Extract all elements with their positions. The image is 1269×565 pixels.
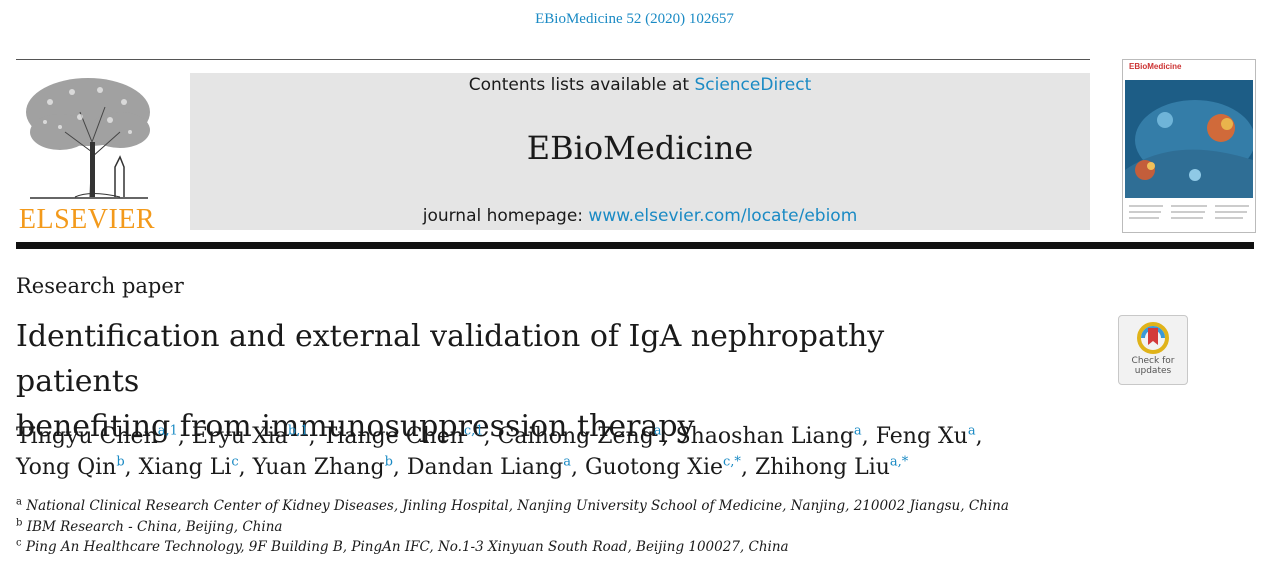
author-separator: , <box>177 424 192 449</box>
title-line-2: benefiting from immunosuppression therap… <box>16 409 695 444</box>
author-name[interactable]: Tingyu Chen <box>16 424 158 449</box>
journal-name: EBioMedicine <box>526 129 754 167</box>
author-name[interactable]: Feng Xu <box>875 424 968 449</box>
sciencedirect-link[interactable]: ScienceDirect <box>694 75 812 95</box>
author-name[interactable]: Caihong Zeng <box>497 424 654 449</box>
affiliation-key: a <box>16 496 22 508</box>
authors-line-2: Yong Qinb, Xiang Lic, Yuan Zhangb, Danda… <box>16 452 1116 483</box>
title-line-1: Identification and external validation o… <box>16 319 885 399</box>
author-name[interactable]: Yuan Zhang <box>252 455 385 480</box>
author-name[interactable]: Eryu Xia <box>191 424 288 449</box>
cover-image <box>1125 80 1253 198</box>
author-name[interactable]: Xiang Li <box>138 455 232 480</box>
check-updates-label: Check for updates <box>1119 356 1187 376</box>
author-affiliation-marker[interactable]: c,1 <box>463 423 484 439</box>
author-separator: , <box>238 455 253 480</box>
author-separator: , <box>661 424 676 449</box>
article-type: Research paper <box>16 274 184 298</box>
affiliation-key: b <box>16 517 23 528</box>
journal-homepage-link[interactable]: www.elsevier.com/locate/ebiom <box>588 206 858 226</box>
author-name[interactable]: Shaoshan Liang <box>675 424 854 449</box>
journal-citation[interactable]: EBioMedicine 52 (2020) 102657 <box>535 11 734 27</box>
author-affiliation-marker[interactable]: b <box>384 454 393 470</box>
author-affiliation-marker[interactable]: b,1 <box>287 423 309 439</box>
author-affiliation-marker[interactable]: a <box>967 423 976 439</box>
affiliation-text: Ping An Healthcare Technology, 9F Buildi… <box>21 539 789 555</box>
cover-title: EBioMedicine <box>1129 62 1182 71</box>
author-affiliation-marker[interactable]: a <box>653 423 662 439</box>
author-separator: , <box>392 455 407 480</box>
check-for-updates-button[interactable]: Check for updates <box>1118 315 1188 385</box>
journal-banner: Contents lists available at ScienceDirec… <box>190 73 1090 230</box>
author-name[interactable]: Yong Qin <box>16 455 117 480</box>
author-affiliation-marker[interactable]: c,* <box>723 454 741 470</box>
section-divider <box>16 242 1254 249</box>
affiliation-text: IBM Research - China, Beijing, China <box>22 518 283 535</box>
journal-cover[interactable]: EBioMedicine <box>1122 59 1256 233</box>
homepage-prefix: journal homepage: <box>422 206 589 226</box>
author-separator: , <box>975 424 983 449</box>
elsevier-logo[interactable]: ELSEVIER <box>16 72 158 235</box>
publisher-name: ELSEVIER <box>18 204 156 235</box>
check-updates-line2: updates <box>1134 366 1172 376</box>
affiliation-text: National Clinical Research Center of Kid… <box>21 498 1009 514</box>
check-updates-line1: Check for <box>1131 356 1175 366</box>
author-affiliation-marker[interactable]: c <box>231 454 239 470</box>
author-name[interactable]: Guotong Xie <box>584 455 724 480</box>
article-title: Identification and external validation o… <box>16 314 1016 449</box>
author-separator: , <box>308 424 323 449</box>
author-separator: , <box>124 455 139 480</box>
author-affiliation-marker[interactable]: a <box>853 423 862 439</box>
author-name[interactable]: Tiange Chen <box>322 424 464 449</box>
cover-footer <box>1129 205 1249 219</box>
author-name[interactable]: Dandan Liang <box>406 455 564 480</box>
author-list: Tingyu Chena,1, Eryu Xiab,1, Tiange Chen… <box>16 421 1116 483</box>
affiliation-list: a National Clinical Research Center of K… <box>16 496 1116 558</box>
author-separator: , <box>483 424 498 449</box>
author-separator: , <box>740 455 755 480</box>
author-affiliation-marker[interactable]: a,* <box>889 454 909 470</box>
header-rule <box>16 59 1090 60</box>
contents-line: Contents lists available at ScienceDirec… <box>190 75 1090 95</box>
homepage-line: journal homepage: www.elsevier.com/locat… <box>190 206 1090 226</box>
author-affiliation-marker[interactable]: b <box>116 454 125 470</box>
affiliation-item: c Ping An Healthcare Technology, 9F Buil… <box>16 537 1116 558</box>
contents-prefix: Contents lists available at <box>468 75 695 95</box>
bookmark-icon <box>1137 322 1169 354</box>
affiliation-item: a National Clinical Research Center of K… <box>16 496 1116 517</box>
tree-icon <box>26 78 150 199</box>
authors-line-1: Tingyu Chena,1, Eryu Xiab,1, Tiange Chen… <box>16 421 1116 452</box>
author-affiliation-marker[interactable]: a,1 <box>157 423 178 439</box>
author-separator: , <box>861 424 876 449</box>
affiliation-item: b IBM Research - China, Beijing, China <box>16 517 1116 538</box>
author-name[interactable]: Zhihong Liu <box>754 455 890 480</box>
author-affiliation-marker[interactable]: a <box>563 454 571 470</box>
affiliation-key: c <box>16 537 22 549</box>
author-separator: , <box>570 455 585 480</box>
